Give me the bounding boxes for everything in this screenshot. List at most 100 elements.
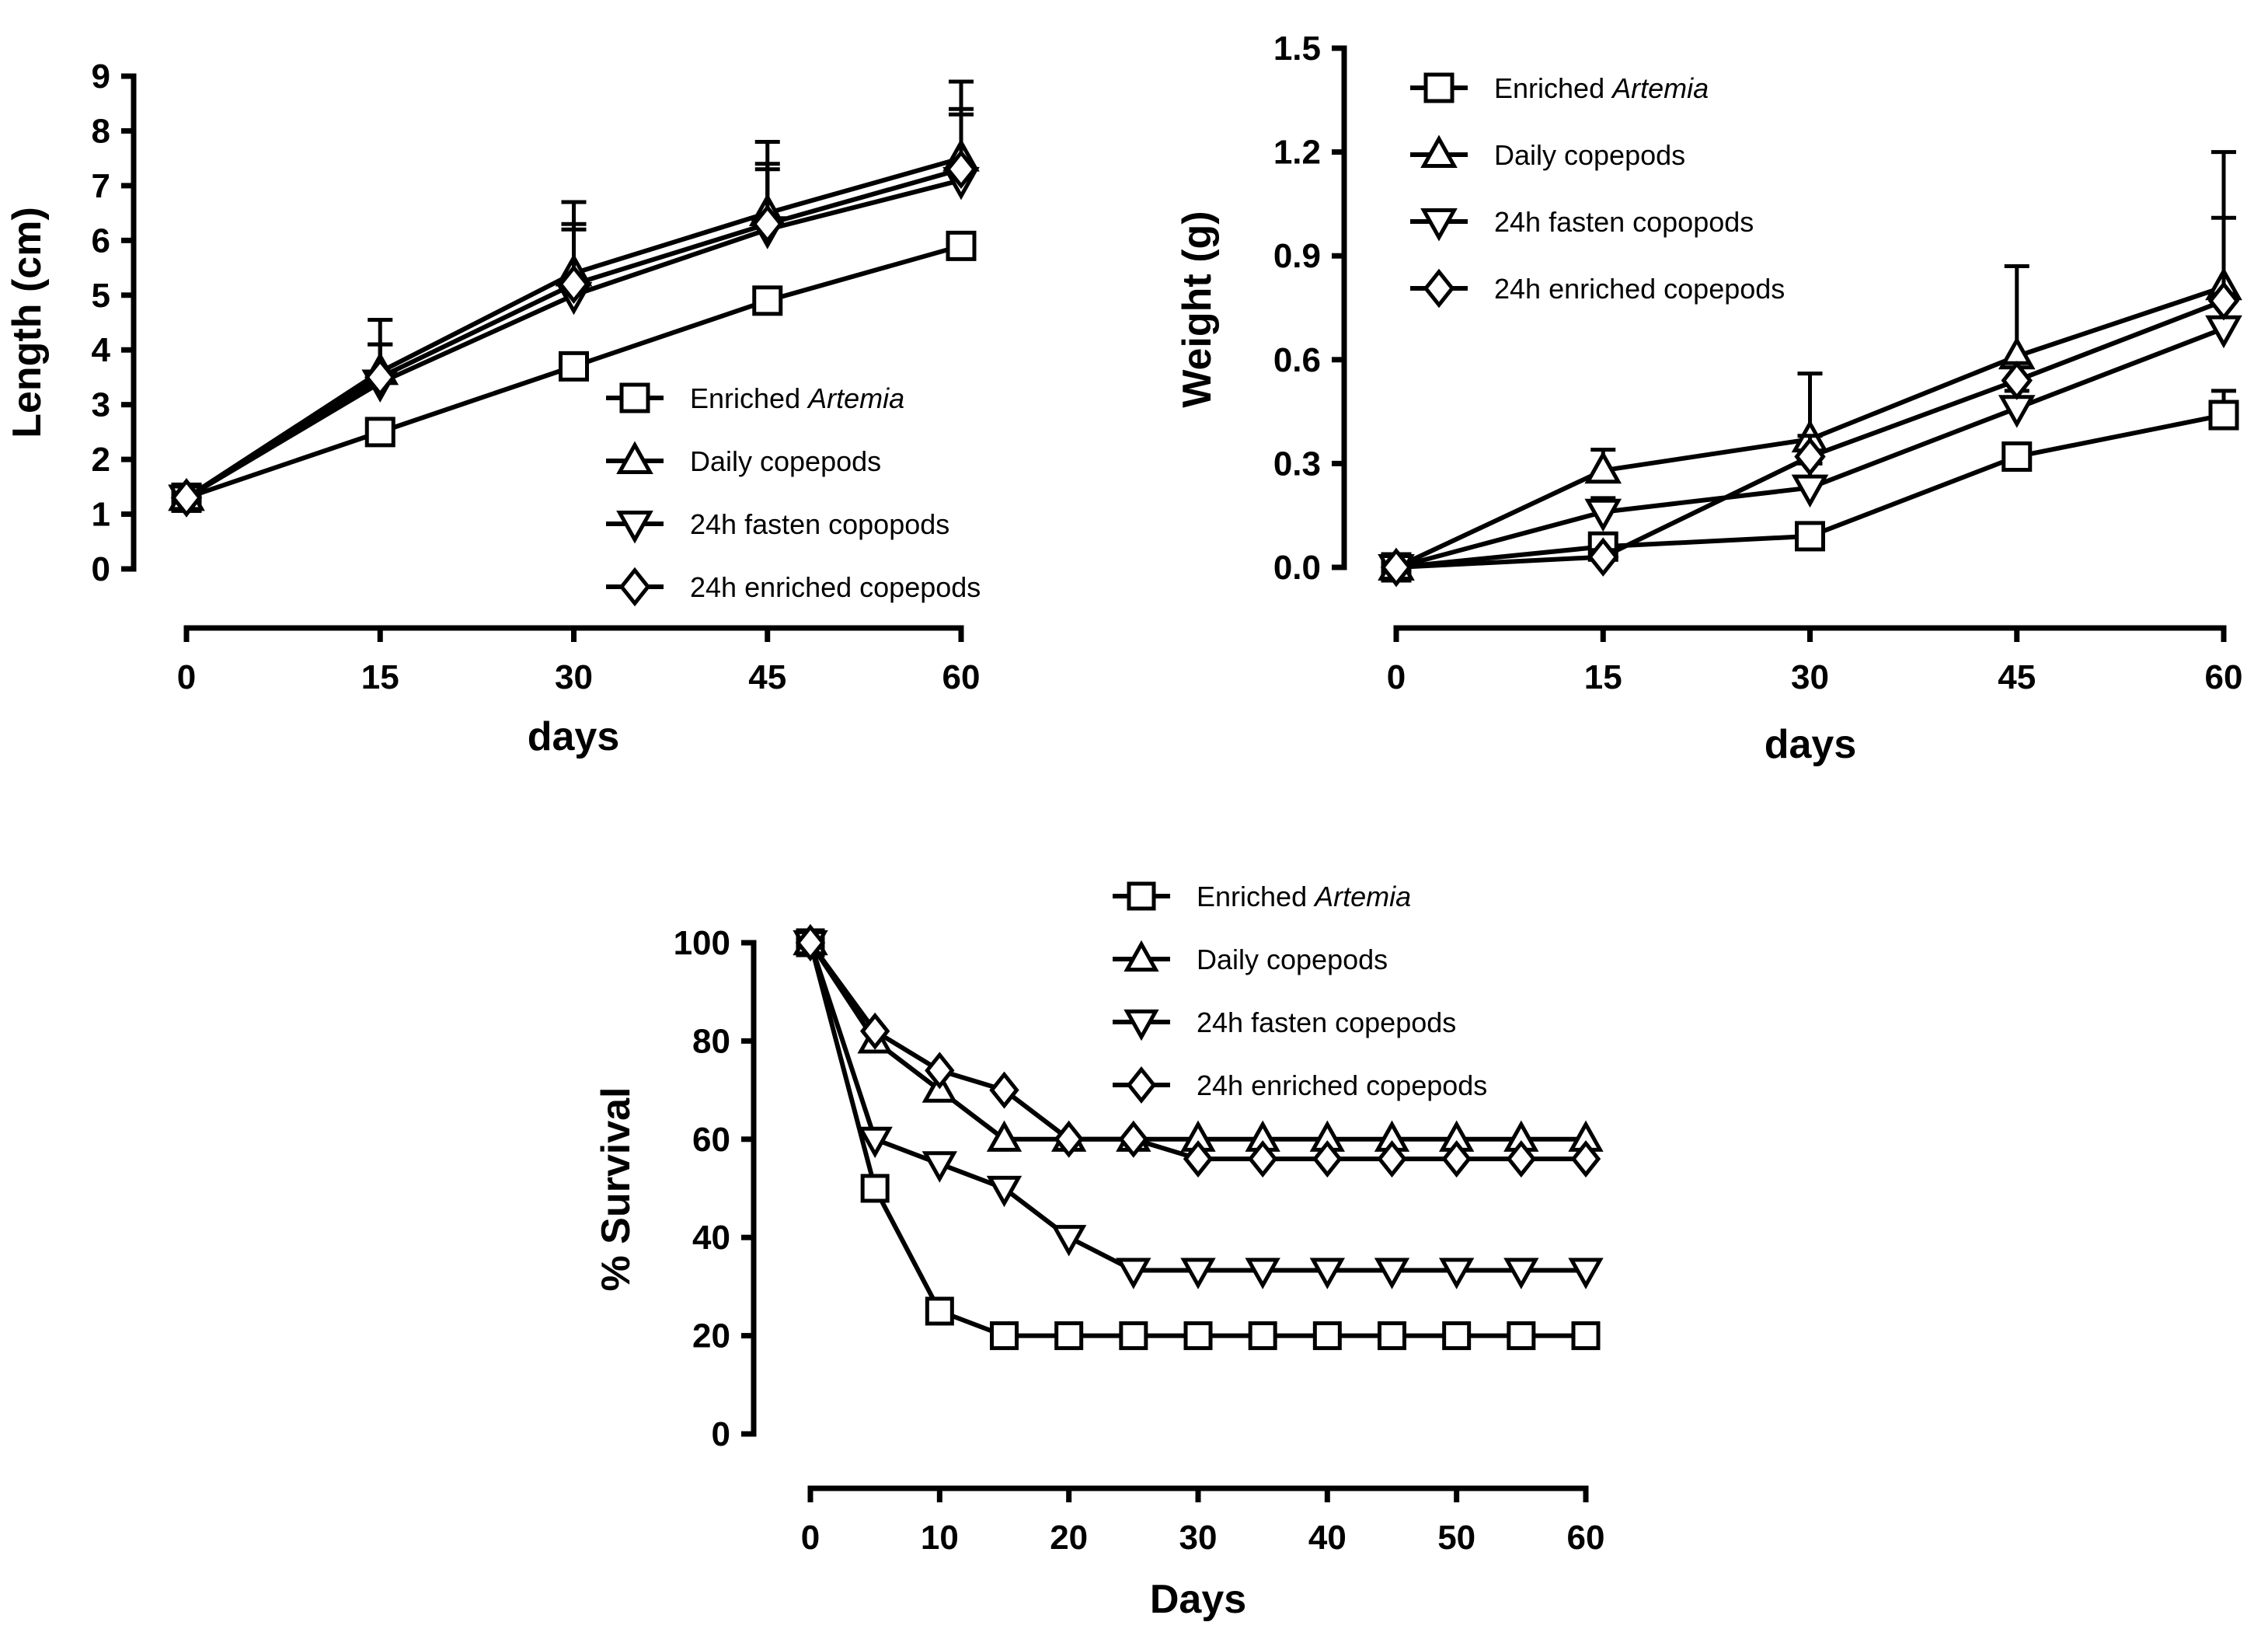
x-tick-label: 30	[1791, 658, 1829, 696]
legend-label: 24h enriched copepods	[690, 571, 981, 603]
y-tick-label: 0	[92, 550, 110, 588]
y-axis-title: Weight (g)	[1175, 211, 1220, 407]
series-triangle-down	[793, 930, 1604, 1289]
data-point-triangle-down	[1791, 474, 1829, 508]
y-tick-label: 20	[692, 1317, 730, 1355]
data-point-square	[946, 230, 977, 261]
data-point-triangle-down	[1245, 1258, 1280, 1289]
data-point-triangle-down	[1374, 1258, 1410, 1289]
data-point-diamond	[1506, 1140, 1537, 1178]
y-tick-label: 1	[92, 496, 110, 534]
data-point-triangle-down	[1180, 1258, 1216, 1289]
x-tick-label: 30	[1179, 1519, 1218, 1557]
x-tick-label: 0	[801, 1519, 820, 1557]
data-point-square	[1507, 1321, 1536, 1351]
y-tick-label: 6	[92, 222, 110, 260]
y-tick-label: 2	[92, 441, 110, 479]
data-point-diamond	[925, 1052, 955, 1090]
y-tick-label: 0.3	[1273, 445, 1321, 483]
data-point-square	[2208, 399, 2239, 431]
data-point-triangle-down	[857, 1126, 893, 1159]
x-axis-title: Days	[1150, 1577, 1246, 1622]
legend-label: 24h enriched copepods	[1494, 273, 1785, 305]
y-tick-label: 80	[692, 1022, 730, 1060]
legend-marker-square	[619, 382, 650, 413]
y-tick-label: 3	[92, 386, 110, 424]
y-tick-label: 40	[692, 1219, 730, 1257]
survival-chart: 0 20 40 60 80 100 0 10 20 30 40 50 60 % Survival Days E…	[594, 881, 1604, 1622]
y-tick-label: 0.6	[1273, 341, 1321, 379]
series-diamond	[170, 112, 977, 518]
y-tick-label: 60	[692, 1121, 730, 1159]
legend-marker-diamond	[1126, 1066, 1157, 1104]
data-point-diamond	[1183, 1140, 1214, 1178]
data-point-diamond	[1054, 1120, 1084, 1158]
data-point-triangle-down	[1584, 498, 1622, 532]
data-point-diamond	[2001, 361, 2033, 400]
data-point-square	[2001, 441, 2033, 472]
data-point-diamond	[1380, 547, 1413, 588]
data-point-triangle-down	[1309, 1258, 1346, 1289]
legend-marker-triangle-down	[1420, 208, 1458, 242]
x-tick-label: 0	[1387, 658, 1406, 696]
legend-label: Enriched Artemia	[1197, 881, 1411, 912]
data-point-square	[860, 1174, 890, 1203]
data-point-triangle-down	[1438, 1258, 1475, 1289]
series-line	[808, 942, 1586, 1273]
series-diamond	[795, 923, 1601, 1178]
data-point-diamond	[1570, 1140, 1601, 1178]
legend: Enriched Artemia Daily copepods 24h fasten…	[1113, 881, 1487, 1104]
data-point-square	[559, 351, 589, 382]
data-point-triangle-down	[1503, 1258, 1539, 1289]
x-tick-label: 15	[1584, 658, 1622, 696]
x-tick-label: 40	[1308, 1519, 1347, 1557]
x-tick-label: 20	[1050, 1519, 1088, 1557]
legend-label: 24h enriched copepods	[1197, 1069, 1487, 1101]
data-point-diamond	[1118, 1120, 1149, 1158]
legend: Enriched Artemia Daily copepods 24h fasten…	[1410, 72, 1785, 309]
x-axis-title: days	[528, 714, 620, 759]
series-diamond	[1380, 215, 2240, 588]
legend-label: 24h fasten copopods	[690, 508, 949, 540]
legend-marker-triangle-up	[616, 441, 653, 474]
data-point-diamond	[795, 923, 826, 962]
data-point-triangle-down	[921, 1151, 958, 1183]
data-point-square	[1795, 521, 1825, 552]
legend-marker-triangle-down	[616, 511, 653, 544]
data-point-triangle-down	[1116, 1258, 1151, 1289]
y-tick-label: 0.0	[1273, 549, 1321, 587]
y-axis-title: Length (cm)	[5, 207, 50, 438]
data-point-diamond	[2207, 281, 2240, 321]
x-tick-label: 30	[555, 658, 593, 696]
data-point-diamond	[989, 1071, 1019, 1109]
x-tick-label: 60	[2205, 658, 2243, 696]
x-tick-label: 15	[361, 658, 399, 696]
data-point-square	[1442, 1321, 1472, 1351]
data-point-diamond	[1587, 537, 1619, 577]
data-point-diamond	[859, 1012, 890, 1050]
y-tick-label: 7	[92, 167, 110, 205]
data-point-diamond	[1312, 1140, 1343, 1178]
data-point-square	[752, 285, 783, 316]
legend-label: Daily copepods	[1494, 139, 1685, 171]
data-point-triangle-up	[986, 1120, 1023, 1152]
weight-chart: 0.0 0.3 0.6 0.9 1.2 1.5 0 15 30 45 60 Weight (g) day…	[1175, 30, 2242, 767]
y-tick-label: 1.5	[1273, 30, 1321, 68]
data-point-diamond	[1377, 1140, 1407, 1178]
x-tick-label: 60	[942, 658, 981, 696]
data-point-diamond	[558, 264, 590, 304]
legend-label: Daily copepods	[690, 445, 881, 477]
y-tick-label: 0.9	[1273, 237, 1321, 275]
y-tick-label: 100	[674, 924, 730, 962]
data-point-diamond	[170, 478, 203, 518]
legend-label: Enriched Artemia	[1494, 72, 1709, 104]
legend-marker-triangle-up	[1420, 134, 1458, 168]
y-tick-label: 8	[92, 112, 110, 150]
legend-marker-triangle-up	[1124, 940, 1159, 972]
data-point-diamond	[364, 358, 396, 397]
data-point-triangle-down	[1568, 1258, 1604, 1289]
legend-label: 24h fasten copepods	[1197, 1006, 1456, 1038]
y-tick-label: 0	[712, 1415, 730, 1453]
